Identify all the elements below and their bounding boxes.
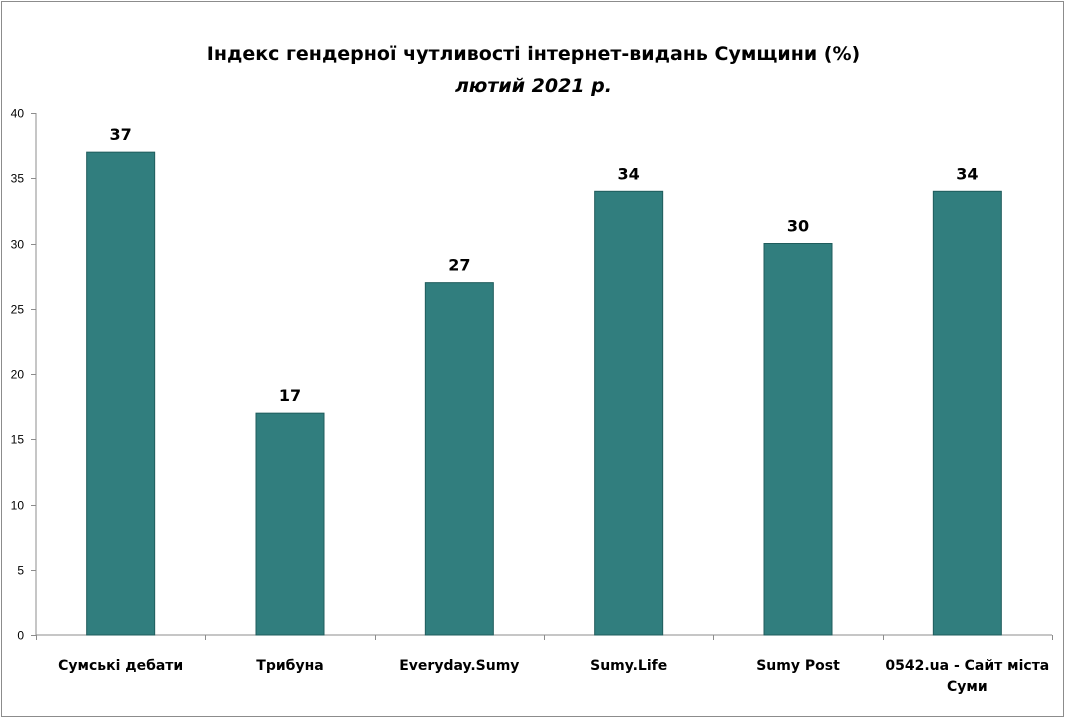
bar <box>594 190 664 636</box>
y-tick-label: 25 <box>11 303 25 317</box>
category-label: Суми <box>947 679 988 695</box>
y-tick-label: 40 <box>11 107 25 121</box>
y-tick-label: 30 <box>11 238 25 252</box>
data-label: 34 <box>956 164 978 183</box>
bars <box>86 151 1002 636</box>
y-tick-label: 10 <box>11 499 25 513</box>
data-label: 37 <box>110 125 132 144</box>
data-label: 30 <box>787 217 809 236</box>
bar <box>255 412 325 636</box>
category-label: Сумські дебати <box>58 658 183 674</box>
category-label: Трибуна <box>256 658 323 674</box>
category-labels: Сумські дебати Трибуна Everyday.Sumy Sumy.L… <box>58 658 1049 695</box>
category-label: Everyday.Sumy <box>399 658 519 674</box>
data-labels: 37 17 27 34 30 34 <box>110 125 979 405</box>
category-label: 0542.ua - Сайт міста <box>885 658 1049 674</box>
bar <box>86 151 156 636</box>
axes: 0 5 10 15 20 25 30 35 40 <box>11 107 1053 643</box>
y-tick-label: 35 <box>11 172 25 186</box>
y-tick-label: 0 <box>17 629 24 643</box>
bar <box>932 190 1002 636</box>
data-label: 17 <box>279 386 301 405</box>
y-tick-label: 5 <box>17 564 24 578</box>
y-tick-label: 15 <box>11 433 25 447</box>
data-label: 27 <box>448 256 470 275</box>
chart-title: Індекс гендерної чутливості інтернет-вид… <box>206 43 861 65</box>
data-label: 34 <box>618 164 640 183</box>
category-label: Sumy.Life <box>590 658 667 674</box>
bar <box>424 282 494 636</box>
bar <box>763 243 833 636</box>
chart-subtitle: лютий 2021 р. <box>455 75 612 97</box>
category-label: Sumy Post <box>756 658 840 674</box>
y-tick-label: 20 <box>11 368 25 382</box>
